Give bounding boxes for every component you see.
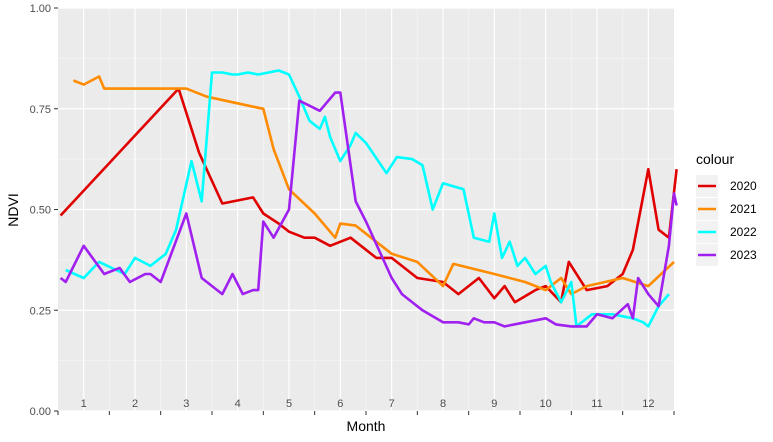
series-line-2023 <box>59 91 678 328</box>
series-lines <box>59 69 678 328</box>
series-line-2022 <box>65 69 670 328</box>
legend-label-2021: 2021 <box>730 202 757 216</box>
legend-label-2023: 2023 <box>730 248 757 262</box>
y-tick-label: 1.00 <box>30 3 51 15</box>
series-line-2021 <box>72 75 675 296</box>
x-tick-label: 6 <box>337 398 343 410</box>
y-tick-label: 0.25 <box>30 305 51 317</box>
x-tick-label: 7 <box>389 398 395 410</box>
legend-label-2020: 2020 <box>730 179 757 193</box>
x-tick-label: 11 <box>591 398 602 410</box>
x-tick-label: 1 <box>81 398 87 410</box>
y-axis-title: NDVI <box>5 193 21 226</box>
x-axis: 1 2 3 4 5 6 7 8 9 10 11 12 <box>57 398 675 415</box>
x-tick-label: 5 <box>286 398 292 410</box>
y-axis: 0.00 0.25 0.50 0.75 1.00 <box>30 3 58 418</box>
x-tick-label: 12 <box>642 398 654 410</box>
x-axis-title: Month <box>347 418 386 434</box>
legend-title: colour <box>696 151 734 167</box>
x-tick-label: 4 <box>235 398 241 410</box>
x-tick-label: 3 <box>183 398 189 410</box>
x-tick-label: 9 <box>491 398 497 410</box>
x-tick-label: 10 <box>540 398 552 410</box>
x-tick-label: 8 <box>440 398 446 410</box>
y-tick-label: 0.50 <box>30 205 51 217</box>
legend: colour 2020 2021 2022 2023 <box>696 151 757 266</box>
y-tick-label: 0.00 <box>30 406 51 418</box>
y-tick-label: 0.75 <box>30 104 51 116</box>
legend-label-2022: 2022 <box>730 225 757 239</box>
x-tick-label: 2 <box>132 398 138 410</box>
